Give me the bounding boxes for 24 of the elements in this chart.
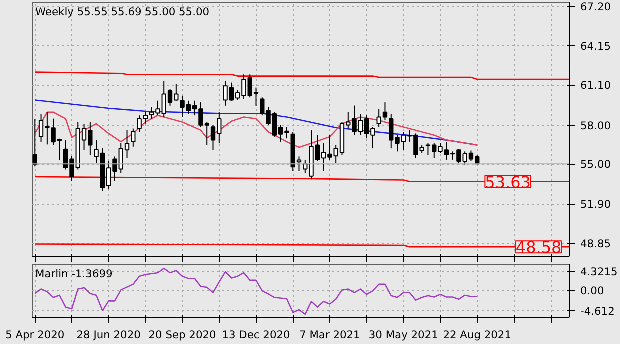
line-series <box>34 112 478 148</box>
candlestick <box>131 128 136 148</box>
x-tick-label: 7 Mar 2021 <box>300 328 360 342</box>
y-tick-label: 61.10 <box>580 79 612 92</box>
x-tick-label: 22 Aug 2021 <box>443 328 512 342</box>
y-tick-label: 51.90 <box>580 198 612 212</box>
chart-title: Marlin -1.3699 <box>36 268 114 280</box>
y-tick-label: 64.15 <box>580 40 612 53</box>
line-series <box>34 268 478 316</box>
x-tick-label: 30 May 2021 <box>368 328 438 342</box>
y-tick-label: 48.85 <box>580 238 612 251</box>
annotation: 48.58 <box>516 238 562 258</box>
y-tick-label: 4.3215 <box>580 266 618 279</box>
line-series <box>34 72 570 80</box>
x-tick-label: 20 Sep 2020 <box>148 328 217 342</box>
y-tick-label: 67.20 <box>580 0 612 14</box>
y-tick-label: 0.00 <box>580 284 604 298</box>
chart-title: Weekly 55.55 55.69 55.00 55.00 <box>36 6 210 18</box>
x-tick-label: 13 Dec 2020 <box>222 328 291 342</box>
y-tick-label: 58.00 <box>580 119 612 132</box>
x-tick-label: 28 Jun 2020 <box>76 328 142 342</box>
x-tick-label: 5 Apr 2020 <box>6 328 65 342</box>
y-tick-label: -4.612 <box>580 304 615 318</box>
y-tick-label: 55.00 <box>580 158 612 172</box>
